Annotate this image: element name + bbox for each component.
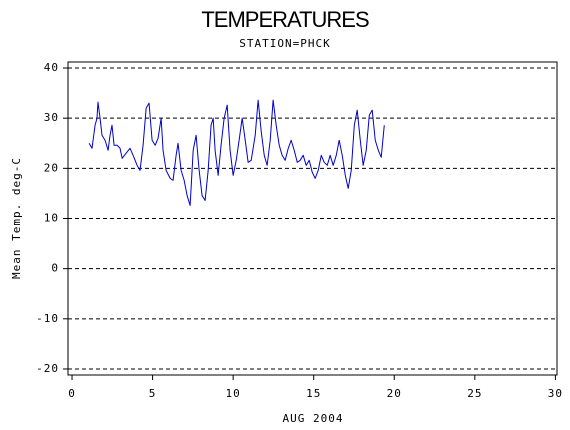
x-tick-label: 5 xyxy=(149,387,157,400)
temperature-line xyxy=(88,99,385,206)
y-tick-label: 20 xyxy=(44,161,59,174)
x-tick-label: 25 xyxy=(467,387,482,400)
y-tick-label: -20 xyxy=(36,362,59,375)
x-tick-label: 20 xyxy=(387,387,402,400)
y-tick-label: 10 xyxy=(44,212,59,225)
x-tick-label: 0 xyxy=(68,387,76,400)
x-tick-label: 15 xyxy=(306,387,321,400)
x-axis-label: AUG 2004 xyxy=(283,412,344,425)
chart-subtitle: STATION=PHCK xyxy=(239,37,330,50)
y-axis-label: Mean Temp. deg-C xyxy=(10,157,23,279)
y-tick-label: -10 xyxy=(36,312,59,325)
y-tick-label: 0 xyxy=(51,262,59,275)
x-tick-label: 30 xyxy=(548,387,563,400)
y-tick-label: 30 xyxy=(44,111,59,124)
y-tick-label: 40 xyxy=(44,61,59,74)
x-tick-label: 10 xyxy=(226,387,241,400)
chart-title: TEMPERATURES xyxy=(201,7,369,32)
